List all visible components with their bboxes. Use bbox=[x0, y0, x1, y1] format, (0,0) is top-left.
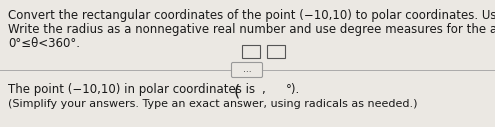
Text: (Simplify your answers. Type an exact answer, using radicals as needed.): (Simplify your answers. Type an exact an… bbox=[8, 99, 417, 109]
FancyBboxPatch shape bbox=[232, 62, 262, 77]
Text: 0°≤θ<360°.: 0°≤θ<360°. bbox=[8, 37, 80, 50]
Text: Write the radius as a nonnegative real number and use degree measures for the an: Write the radius as a nonnegative real n… bbox=[8, 23, 495, 36]
Text: Convert the rectangular coordinates of the point (−10,10) to polar coordinates. : Convert the rectangular coordinates of t… bbox=[8, 9, 495, 22]
Text: The point (−10,10) in polar coordinates is: The point (−10,10) in polar coordinates … bbox=[8, 83, 259, 96]
Bar bbox=[267, 45, 285, 58]
Bar bbox=[242, 45, 260, 58]
Text: (: ( bbox=[234, 83, 240, 98]
Text: °).: °). bbox=[286, 83, 300, 96]
Text: ,: , bbox=[261, 83, 265, 96]
Text: ...: ... bbox=[243, 66, 251, 75]
